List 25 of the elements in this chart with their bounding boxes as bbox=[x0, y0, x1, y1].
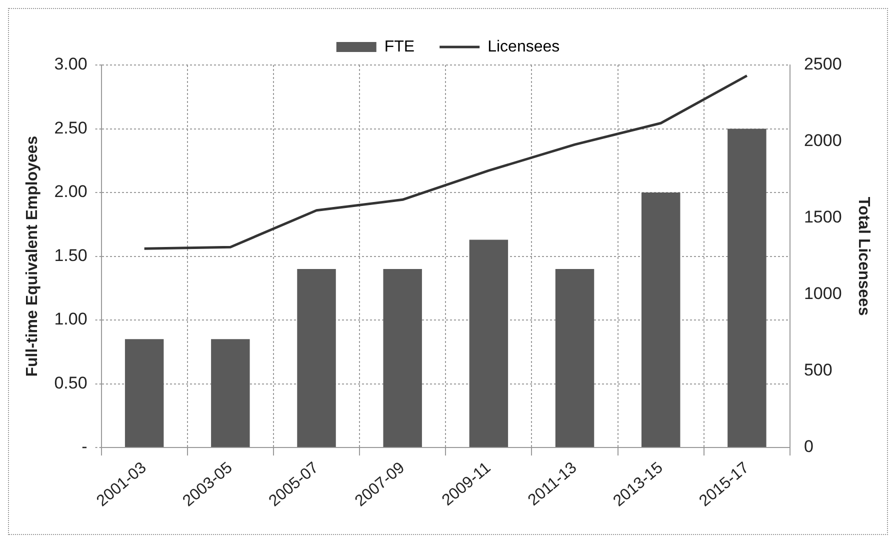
y-tick-label: 0.50 bbox=[54, 373, 88, 392]
y-tick-label: 2.00 bbox=[54, 182, 88, 202]
y-tick-label: - bbox=[82, 437, 88, 456]
y2-tick-label: 0 bbox=[804, 437, 814, 456]
bar bbox=[641, 192, 680, 448]
y-tick-label: 1.50 bbox=[54, 246, 88, 265]
bar bbox=[383, 269, 422, 448]
y2-tick-label: 2000 bbox=[804, 131, 842, 150]
bar bbox=[555, 269, 594, 448]
legend-label: FTE bbox=[384, 38, 415, 56]
y-tick-label: 1.00 bbox=[54, 310, 88, 329]
legend-label: Licensees bbox=[488, 38, 560, 56]
y2-tick-label: 1000 bbox=[804, 284, 842, 304]
y-tick-label: 3.00 bbox=[54, 54, 88, 74]
bar bbox=[297, 269, 336, 448]
y2-tick-label: 1500 bbox=[804, 208, 842, 227]
bar bbox=[211, 339, 250, 448]
y2-axis-title: Total Licensees bbox=[854, 196, 872, 316]
bar bbox=[469, 240, 508, 448]
y2-tick-label: 500 bbox=[804, 360, 832, 380]
bar bbox=[124, 339, 164, 448]
y-tick-label: 2.50 bbox=[54, 118, 88, 138]
y2-tick-label: 2500 bbox=[804, 54, 842, 74]
bar bbox=[728, 128, 766, 448]
y-axis-title: Full-time Equivalent Employees bbox=[24, 136, 42, 377]
